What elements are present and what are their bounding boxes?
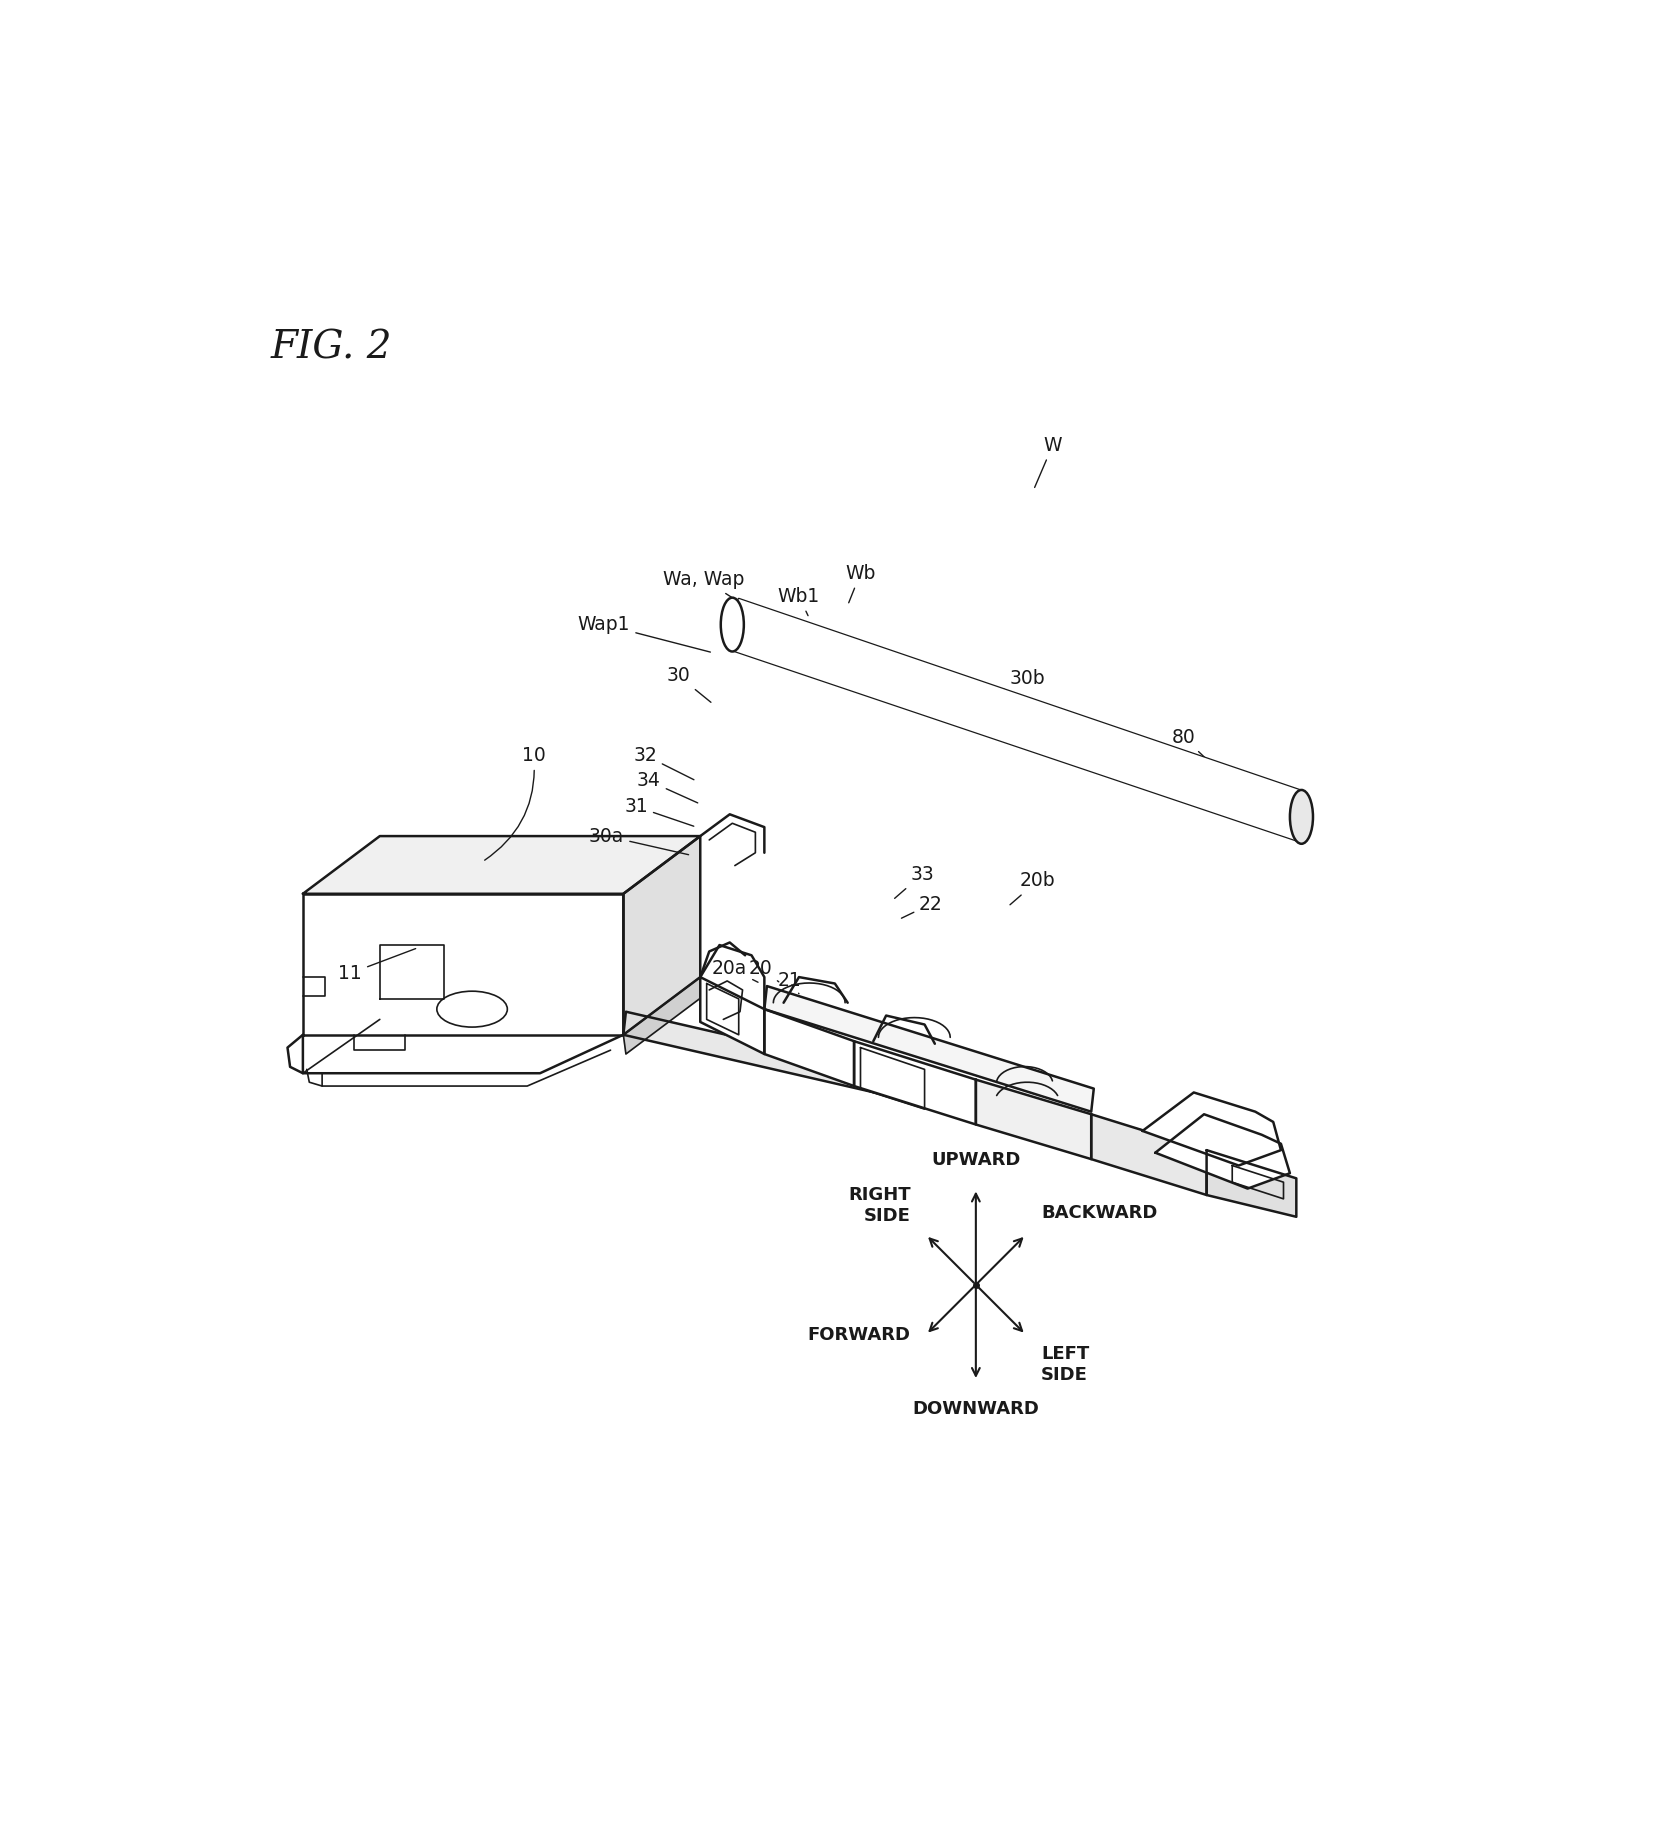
Text: Wb1: Wb1 [777,587,820,617]
Text: 32: 32 [633,746,695,779]
Text: 30a: 30a [589,827,688,855]
Polygon shape [1092,1115,1207,1194]
Text: Wap1: Wap1 [577,615,710,652]
Polygon shape [624,977,703,1054]
Text: 80: 80 [1171,727,1204,757]
Text: 20a: 20a [713,958,758,982]
Text: 30: 30 [667,666,711,701]
Text: 31: 31 [624,797,693,827]
Polygon shape [733,598,1303,842]
Text: 33: 33 [895,866,935,899]
Text: 10: 10 [485,746,546,860]
Polygon shape [303,836,700,893]
Polygon shape [624,1012,1184,1163]
Text: 20: 20 [749,958,779,982]
Text: Wb: Wb [845,563,875,604]
Text: 34: 34 [637,772,698,803]
Text: RIGHT
SIDE: RIGHT SIDE [849,1185,911,1224]
Text: W: W [1035,436,1062,487]
Text: UPWARD: UPWARD [931,1152,1021,1169]
Polygon shape [764,986,1093,1111]
Text: 11: 11 [339,949,415,982]
Polygon shape [1154,1115,1290,1189]
Text: FORWARD: FORWARD [807,1325,911,1344]
Ellipse shape [721,598,744,652]
Text: BACKWARD: BACKWARD [1040,1204,1158,1222]
Ellipse shape [1290,790,1313,844]
Text: LEFT
SIDE: LEFT SIDE [1040,1346,1090,1384]
Text: Wa, Wap: Wa, Wap [663,570,762,617]
Polygon shape [303,893,624,1036]
Polygon shape [1207,1150,1297,1217]
Polygon shape [1143,1093,1280,1165]
Text: 21: 21 [777,971,802,993]
Polygon shape [624,836,700,1036]
Polygon shape [853,1041,976,1124]
Polygon shape [700,977,764,1054]
Text: 22: 22 [901,895,943,917]
Text: 20b: 20b [1011,871,1055,905]
Polygon shape [764,1010,853,1085]
Ellipse shape [437,991,508,1026]
Text: 30b: 30b [966,668,1045,707]
Text: FIG. 2: FIG. 2 [271,330,392,367]
Polygon shape [976,1080,1092,1159]
Text: DOWNWARD: DOWNWARD [913,1399,1039,1418]
